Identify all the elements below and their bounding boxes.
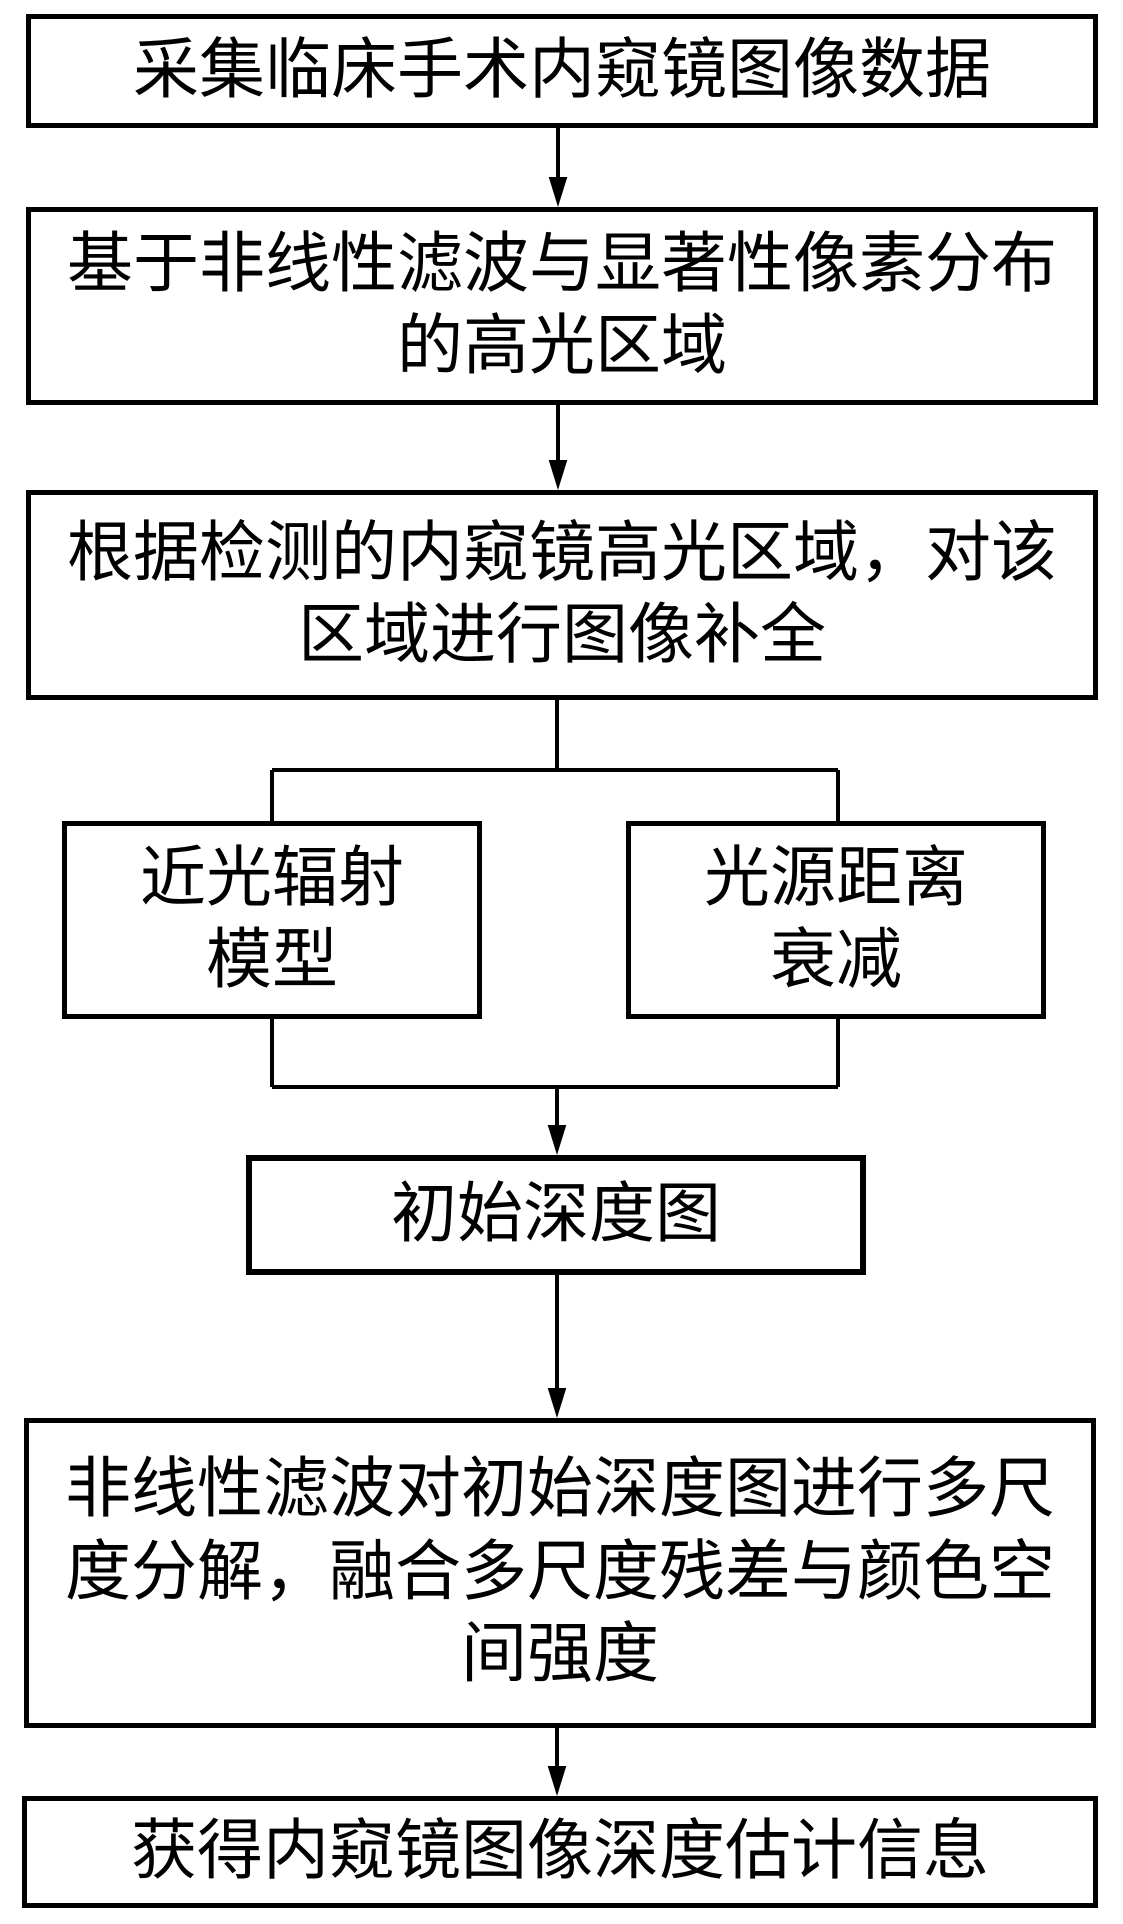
node-label: 基于非线性滤波与显著性像素分布的高光区域 [41, 224, 1083, 389]
node-multiscale-decomposition: 非线性滤波对初始深度图进行多尺度分解，融合多尺度残差与颜色空间强度 [24, 1418, 1096, 1728]
node-obtain-depth-estimation: 获得内窥镜图像深度估计信息 [22, 1796, 1098, 1908]
node-label: 获得内窥镜图像深度估计信息 [131, 1811, 989, 1894]
node-label: 光源距离衰减 [691, 838, 981, 1003]
node-label: 初始深度图 [391, 1174, 721, 1257]
node-acquire-image-data: 采集临床手术内窥镜图像数据 [26, 14, 1098, 128]
node-highlight-region: 基于非线性滤波与显著性像素分布的高光区域 [26, 207, 1098, 405]
node-label: 非线性滤波对初始深度图进行多尺度分解，融合多尺度残差与颜色空间强度 [39, 1449, 1081, 1697]
flowchart-canvas: 采集临床手术内窥镜图像数据 基于非线性滤波与显著性像素分布的高光区域 根据检测的… [0, 0, 1123, 1924]
node-label: 采集临床手术内窥镜图像数据 [133, 30, 991, 113]
node-initial-depth-map: 初始深度图 [246, 1155, 866, 1275]
node-image-inpainting: 根据检测的内窥镜高光区域，对该区域进行图像补全 [26, 490, 1098, 700]
node-near-light-radiation-model: 近光辐射模型 [62, 821, 482, 1019]
node-label: 根据检测的内窥镜高光区域，对该区域进行图像补全 [59, 513, 1065, 678]
node-label: 近光辐射模型 [127, 838, 417, 1003]
node-light-distance-attenuation: 光源距离衰减 [626, 821, 1046, 1019]
